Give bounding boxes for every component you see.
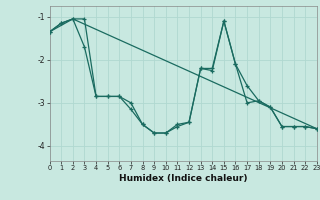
X-axis label: Humidex (Indice chaleur): Humidex (Indice chaleur) bbox=[119, 174, 247, 183]
